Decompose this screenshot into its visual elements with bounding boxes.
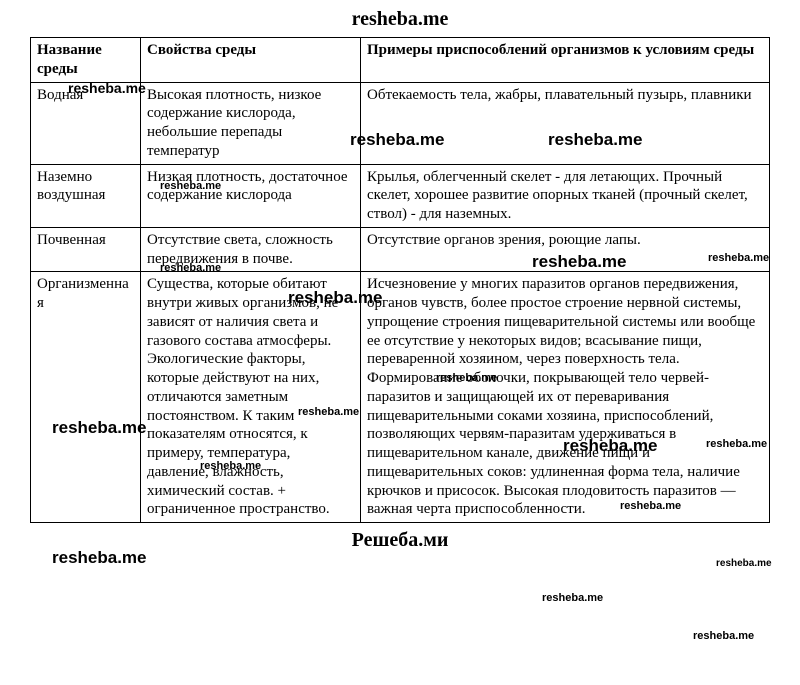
watermark-text: resheba.me	[542, 592, 603, 604]
cell-props: Отсутствие света, сложность передвижения…	[141, 227, 361, 272]
col-header-examples: Примеры приспособлений организмов к усло…	[361, 38, 770, 83]
table-row: Почвенная Отсутствие света, сложность пе…	[31, 227, 770, 272]
table-row: Организменная Существа, которые обитают …	[31, 272, 770, 523]
cell-name: Водная	[31, 82, 141, 164]
cell-name: Наземно воздушная	[31, 164, 141, 227]
table-body: Водная Высокая плотность, низкое содержа…	[31, 82, 770, 523]
cell-props: Существа, которые обитают внутри живых о…	[141, 272, 361, 523]
cell-props: Высокая плотность, низкое содержание кис…	[141, 82, 361, 164]
brand-top: resheba.me	[30, 8, 770, 31]
brand-bottom: Решеба.ми	[30, 529, 770, 552]
cell-examples: Обтекаемость тела, жабры, плавательный п…	[361, 82, 770, 164]
cell-props: Низкая плотность, достаточное содержание…	[141, 164, 361, 227]
cell-examples: Исчезновение у многих паразитов органов …	[361, 272, 770, 523]
watermark-text: resheba.me	[716, 558, 772, 569]
environments-table: Название среды Свойства среды Примеры пр…	[30, 37, 770, 523]
col-header-name: Название среды	[31, 38, 141, 83]
cell-name: Организменная	[31, 272, 141, 523]
page: resheba.me Название среды Свойства среды…	[0, 0, 800, 564]
col-header-props: Свойства среды	[141, 38, 361, 83]
cell-name: Почвенная	[31, 227, 141, 272]
cell-examples: Крылья, облегченный скелет - для летающи…	[361, 164, 770, 227]
cell-examples: Отсутствие органов зрения, роющие лапы.	[361, 227, 770, 272]
watermark-text: resheba.me	[693, 630, 754, 642]
table-header-row: Название среды Свойства среды Примеры пр…	[31, 38, 770, 83]
table-row: Наземно воздушная Низкая плотность, дост…	[31, 164, 770, 227]
table-row: Водная Высокая плотность, низкое содержа…	[31, 82, 770, 164]
